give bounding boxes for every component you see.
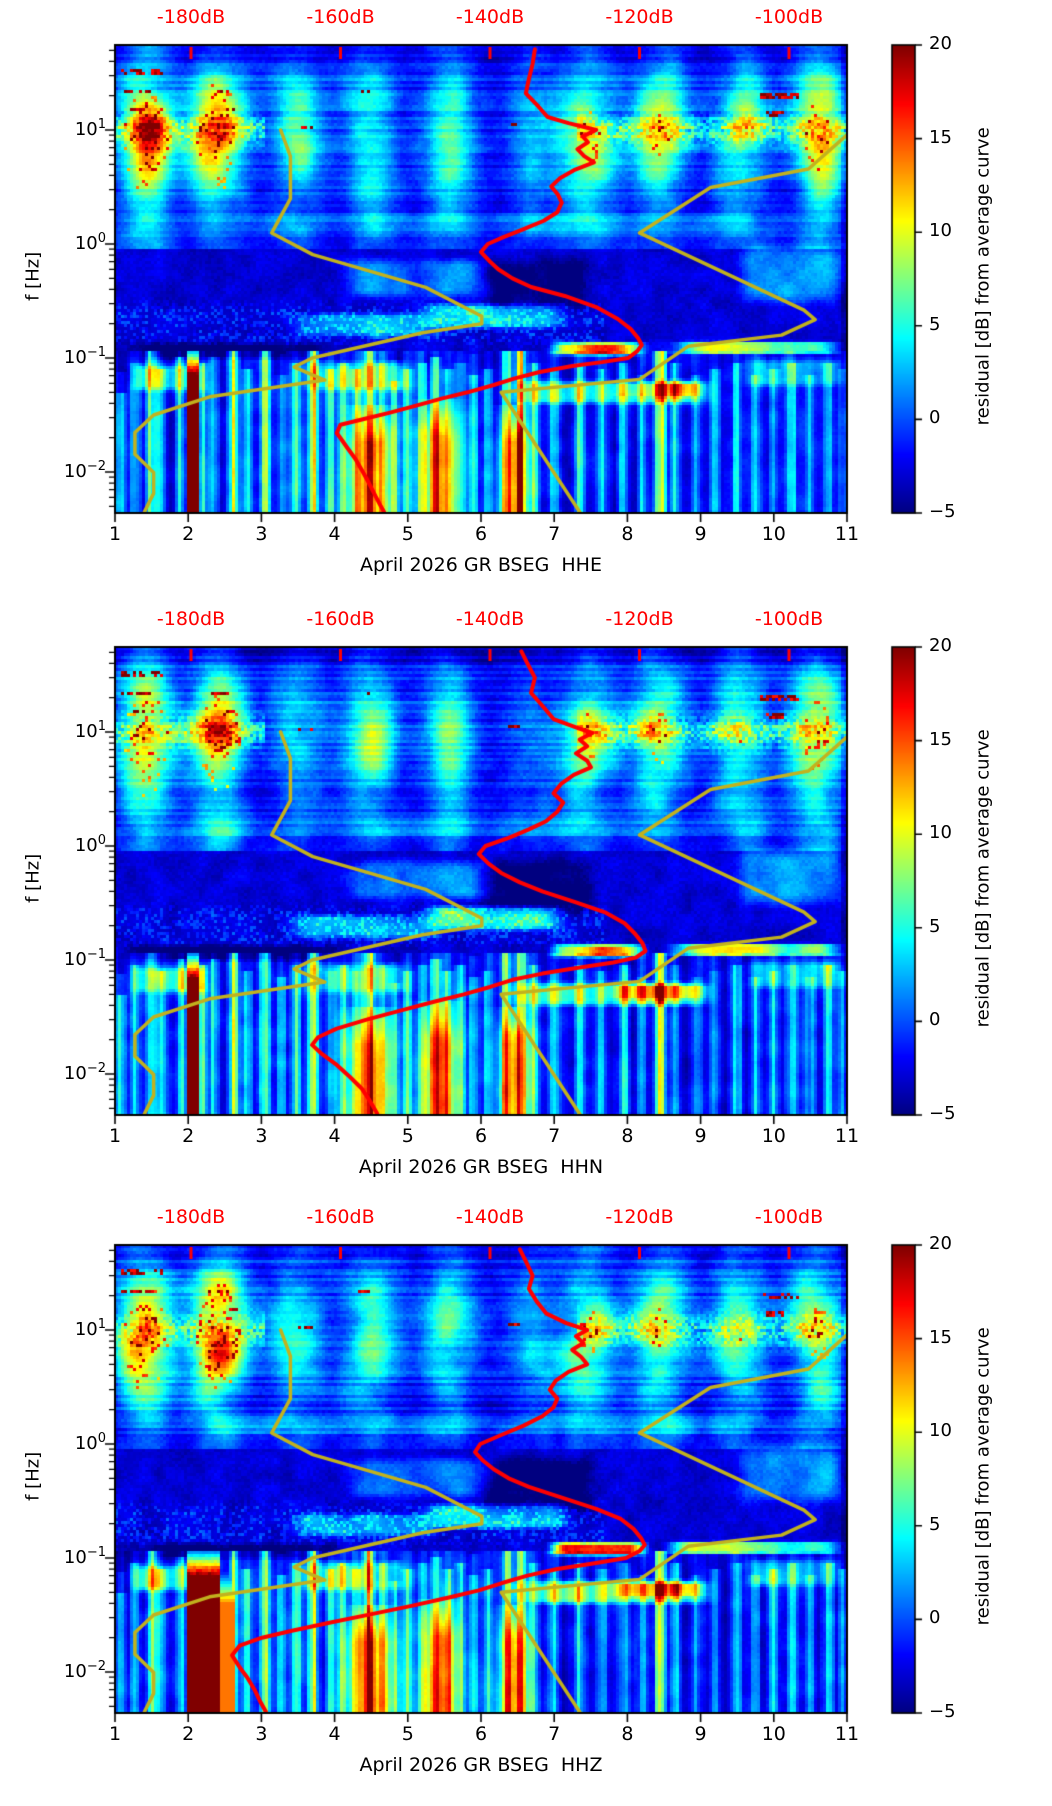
colorbar-tick-label: 10 bbox=[929, 220, 952, 242]
x-tick-label: 3 bbox=[255, 523, 268, 545]
x-tick-label: 8 bbox=[621, 1125, 634, 1147]
x-tick-label: 7 bbox=[548, 1723, 561, 1745]
x-axis-title: April 2026 GR BSEG HHZ bbox=[359, 1754, 603, 1776]
y-tick-label: 100 bbox=[74, 1431, 106, 1454]
x-tick-label: 9 bbox=[694, 1723, 707, 1745]
colorbar-label: residual [dB] from average curve bbox=[972, 1327, 994, 1626]
top-axis-tick-label: -140dB bbox=[455, 1206, 525, 1228]
y-tick-label: 10−2 bbox=[63, 459, 106, 482]
x-tick-label: 9 bbox=[694, 523, 707, 545]
x-tick-label: 1 bbox=[108, 523, 122, 545]
colorbar-tick-label: 0 bbox=[929, 407, 941, 429]
x-tick-label: 4 bbox=[328, 1125, 341, 1147]
y-tick-label: 10−1 bbox=[63, 1545, 106, 1568]
top-axis-tick-label: -120dB bbox=[605, 1206, 674, 1228]
x-tick-label: 2 bbox=[182, 1125, 195, 1147]
colorbar-tick-label: 20 bbox=[929, 635, 952, 656]
top-axis-tick-label: -120dB bbox=[605, 6, 674, 28]
x-tick-label: 2 bbox=[182, 523, 195, 545]
top-axis-tick-label: -100dB bbox=[754, 6, 824, 28]
x-axis-title: April 2026 GR BSEG HHE bbox=[360, 554, 602, 576]
colorbar-tick-label: 5 bbox=[929, 313, 941, 335]
colorbar-tick-label: 0 bbox=[929, 1607, 941, 1629]
x-tick-label: 4 bbox=[328, 1723, 341, 1745]
spectrogram-canvas-hhe bbox=[99, 29, 857, 526]
y-tick-label: 100 bbox=[74, 833, 106, 856]
x-tick-label: 8 bbox=[621, 1723, 634, 1745]
x-tick-label: 11 bbox=[834, 1723, 860, 1745]
top-axis-tick-label: -160dB bbox=[306, 6, 375, 28]
top-axis-tick-label: -160dB bbox=[306, 608, 375, 630]
colorbar-tick-label: 20 bbox=[929, 1233, 952, 1254]
y-tick-label: 10−2 bbox=[63, 1061, 106, 1084]
colorbar-tick-label: −5 bbox=[929, 1103, 956, 1124]
colorbar-tick-label: 10 bbox=[929, 1420, 952, 1442]
x-tick-label: 1 bbox=[108, 1125, 122, 1147]
colorbar-tick-label: 5 bbox=[929, 1513, 941, 1535]
colorbar-tick-label: −5 bbox=[929, 501, 956, 522]
colorbar-tick-label: 10 bbox=[929, 822, 952, 844]
x-tick-label: 11 bbox=[834, 523, 860, 545]
x-tick-label: 4 bbox=[328, 523, 341, 545]
x-tick-label: 8 bbox=[621, 523, 634, 545]
y-axis-label: f [Hz] bbox=[22, 853, 44, 903]
top-axis-tick-label: -160dB bbox=[306, 1206, 375, 1228]
x-tick-label: 3 bbox=[255, 1125, 268, 1147]
colorbar-canvas-hhn bbox=[886, 643, 932, 1119]
y-axis-label: f [Hz] bbox=[22, 1451, 44, 1501]
colorbar-tick-label: 15 bbox=[929, 126, 952, 148]
y-tick-label: 101 bbox=[74, 117, 106, 140]
y-tick-label: 100 bbox=[74, 231, 106, 254]
x-tick-label: 7 bbox=[548, 1125, 561, 1147]
y-tick-label: 101 bbox=[74, 1317, 106, 1340]
x-tick-label: 5 bbox=[401, 523, 414, 545]
spectrogram-canvas-hhn bbox=[99, 631, 857, 1128]
colorbar-label: residual [dB] from average curve bbox=[972, 729, 994, 1028]
x-tick-label: 10 bbox=[761, 1723, 786, 1745]
x-tick-label: 9 bbox=[694, 1125, 707, 1147]
colorbar-tick-label: 15 bbox=[929, 728, 952, 750]
colorbar-tick-label: 15 bbox=[929, 1326, 952, 1348]
top-axis-tick-label: -100dB bbox=[754, 608, 824, 630]
x-tick-label: 10 bbox=[761, 523, 786, 545]
y-tick-label: 101 bbox=[74, 719, 106, 742]
x-tick-label: 11 bbox=[834, 1125, 860, 1147]
x-tick-label: 10 bbox=[761, 1125, 786, 1147]
colorbar-tick-label: 0 bbox=[929, 1009, 941, 1031]
top-axis-tick-label: -120dB bbox=[605, 608, 674, 630]
colorbar-tick-label: −5 bbox=[929, 1701, 956, 1722]
top-axis-tick-label: -180dB bbox=[156, 6, 226, 28]
top-axis-tick-label: -180dB bbox=[156, 608, 226, 630]
x-tick-label: 5 bbox=[401, 1125, 414, 1147]
top-axis-tick-label: -100dB bbox=[754, 1206, 824, 1228]
x-tick-label: 6 bbox=[474, 523, 488, 545]
colorbar-label: residual [dB] from average curve bbox=[972, 127, 994, 426]
top-axis-tick-label: -180dB bbox=[156, 1206, 226, 1228]
colorbar-canvas-hhe bbox=[886, 41, 932, 517]
x-tick-label: 3 bbox=[255, 1723, 268, 1745]
y-axis-label: f [Hz] bbox=[22, 251, 44, 301]
y-tick-label: 10−1 bbox=[63, 345, 106, 368]
x-tick-label: 5 bbox=[401, 1723, 414, 1745]
colorbar-tick-label: 20 bbox=[929, 33, 952, 54]
x-tick-label: 6 bbox=[474, 1125, 488, 1147]
colorbar-canvas-hhz bbox=[886, 1241, 932, 1717]
x-tick-label: 7 bbox=[548, 523, 561, 545]
spectrogram-canvas-hhz bbox=[99, 1229, 857, 1726]
y-tick-label: 10−1 bbox=[63, 947, 106, 970]
x-tick-label: 2 bbox=[182, 1723, 195, 1745]
x-axis-title: April 2026 GR BSEG HHN bbox=[358, 1156, 604, 1178]
top-axis-tick-label: -140dB bbox=[455, 608, 525, 630]
x-tick-label: 6 bbox=[474, 1723, 488, 1745]
x-tick-label: 1 bbox=[108, 1723, 122, 1745]
top-axis-tick-label: -140dB bbox=[455, 6, 525, 28]
colorbar-tick-label: 5 bbox=[929, 915, 941, 937]
y-tick-label: 10−2 bbox=[63, 1659, 106, 1682]
